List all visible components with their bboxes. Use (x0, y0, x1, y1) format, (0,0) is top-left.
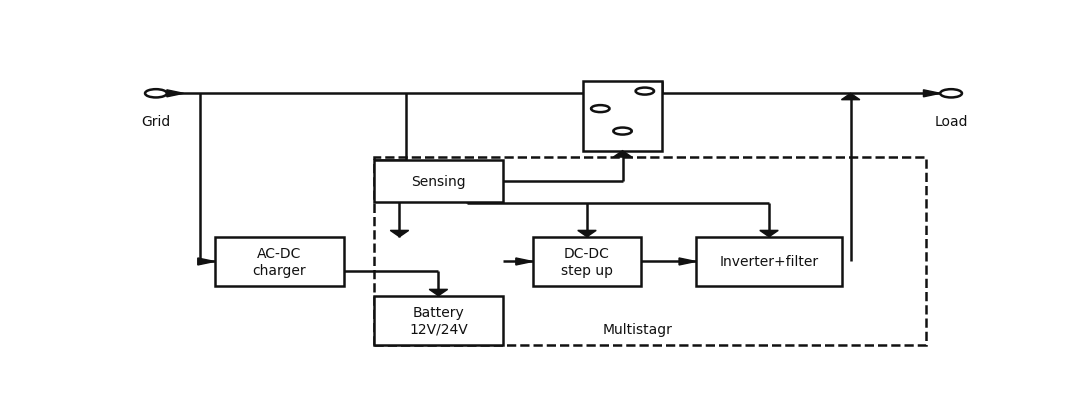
Bar (583, 81, 662, 151)
Text: DC-DC
step up: DC-DC step up (561, 247, 613, 277)
Bar (696, 237, 842, 287)
Text: Load: Load (934, 115, 968, 129)
Text: Grid: Grid (141, 115, 171, 129)
Polygon shape (578, 231, 596, 237)
Bar (215, 237, 345, 287)
Text: Battery
12V/24V: Battery 12V/24V (409, 306, 468, 336)
Polygon shape (613, 151, 632, 158)
Polygon shape (516, 259, 532, 265)
Text: Sensing: Sensing (411, 175, 465, 188)
Circle shape (613, 128, 632, 135)
Polygon shape (760, 231, 779, 237)
Polygon shape (166, 90, 184, 97)
Polygon shape (390, 231, 408, 237)
Text: Multistagr: Multistagr (603, 323, 672, 337)
Circle shape (636, 88, 654, 95)
Text: AC-DC
charger: AC-DC charger (253, 247, 307, 277)
Polygon shape (198, 259, 215, 265)
Polygon shape (841, 94, 860, 100)
Bar (374, 158, 926, 345)
Circle shape (941, 90, 962, 98)
Polygon shape (923, 90, 941, 97)
Bar (374, 161, 503, 202)
Polygon shape (429, 290, 447, 296)
Circle shape (591, 106, 609, 113)
Circle shape (145, 90, 166, 98)
Polygon shape (679, 259, 696, 265)
Bar (532, 237, 642, 287)
Bar (374, 296, 503, 345)
Text: Inverter+filter: Inverter+filter (719, 255, 819, 269)
